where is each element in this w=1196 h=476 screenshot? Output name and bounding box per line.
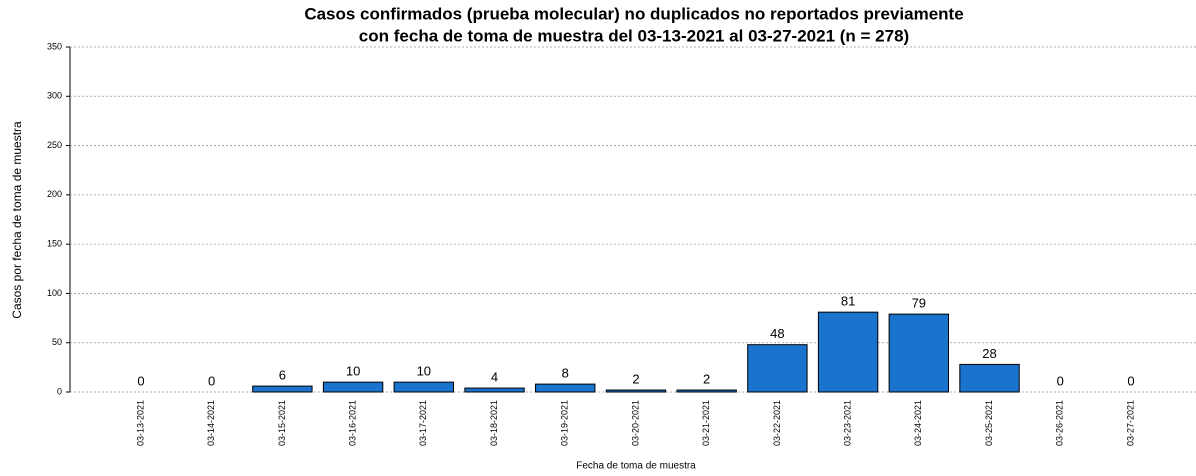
x-tick-label: 03-26-2021 [1055, 400, 1065, 446]
y-tick-label: 250 [47, 140, 62, 150]
bar [676, 389, 737, 393]
y-tick-label: 150 [47, 239, 62, 249]
x-tick-label: 03-18-2021 [489, 400, 499, 446]
chart-title: Casos confirmados (prueba molecular) no … [304, 4, 963, 23]
value-label: 10 [417, 364, 431, 379]
value-label: 0 [1127, 373, 1134, 388]
y-tick-label: 0 [57, 386, 62, 396]
value-label: 28 [982, 346, 996, 361]
bar [888, 313, 950, 393]
value-label: 0 [1057, 373, 1064, 388]
value-label: 4 [491, 369, 498, 384]
bar [747, 344, 808, 393]
x-tick-label: 03-20-2021 [630, 400, 640, 446]
value-label: 2 [703, 371, 710, 386]
value-label: 81 [841, 294, 855, 309]
bar [252, 385, 313, 393]
x-tick-label: 03-15-2021 [277, 400, 287, 446]
y-tick-label: 350 [47, 41, 62, 51]
bar [322, 381, 384, 393]
x-tick-label: 03-14-2021 [206, 400, 216, 446]
bar [393, 381, 455, 393]
x-tick-label: 03-24-2021 [913, 400, 923, 446]
x-axis-title: Fecha de toma de muestra [576, 461, 696, 472]
y-tick-label: 50 [52, 337, 62, 347]
value-label: 0 [208, 373, 215, 388]
x-tick-label: 03-22-2021 [772, 400, 782, 446]
chart-title: con fecha de toma de muestra del 03-13-2… [359, 26, 909, 45]
y-tick-label: 200 [47, 189, 62, 199]
bar [464, 387, 525, 393]
value-label: 79 [912, 296, 926, 311]
x-tick-label: 03-27-2021 [1125, 400, 1135, 446]
bar [817, 311, 879, 393]
x-tick-label: 03-16-2021 [347, 400, 357, 446]
value-label: 0 [137, 373, 144, 388]
y-tick-label: 100 [47, 288, 62, 298]
value-label: 48 [770, 326, 784, 341]
value-label: 10 [346, 364, 360, 379]
value-label: 8 [562, 366, 569, 381]
x-tick-label: 03-13-2021 [135, 400, 145, 446]
bar [535, 383, 596, 393]
x-tick-label: 03-25-2021 [984, 400, 994, 446]
x-tick-label: 03-23-2021 [842, 400, 852, 446]
y-tick-label: 300 [47, 91, 62, 101]
x-tick-label: 03-19-2021 [560, 400, 570, 446]
value-label: 2 [632, 371, 639, 386]
y-axis-title: Casos por fecha de toma de muestra [10, 121, 24, 319]
bar [605, 389, 667, 393]
x-tick-label: 03-17-2021 [418, 400, 428, 446]
value-label: 6 [279, 368, 286, 383]
bar [959, 363, 1020, 393]
x-tick-label: 03-21-2021 [701, 400, 711, 446]
